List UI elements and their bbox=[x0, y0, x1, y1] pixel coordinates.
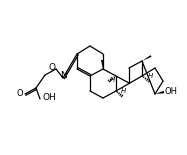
Polygon shape bbox=[155, 91, 164, 94]
Text: H: H bbox=[148, 73, 153, 79]
Text: OH: OH bbox=[43, 93, 57, 102]
Polygon shape bbox=[142, 55, 151, 61]
Text: N: N bbox=[61, 71, 67, 80]
Text: O: O bbox=[48, 64, 56, 73]
Text: H: H bbox=[109, 77, 115, 83]
Text: H: H bbox=[121, 88, 126, 94]
Text: OH: OH bbox=[165, 88, 178, 97]
Polygon shape bbox=[101, 60, 103, 69]
Text: O: O bbox=[16, 89, 23, 98]
